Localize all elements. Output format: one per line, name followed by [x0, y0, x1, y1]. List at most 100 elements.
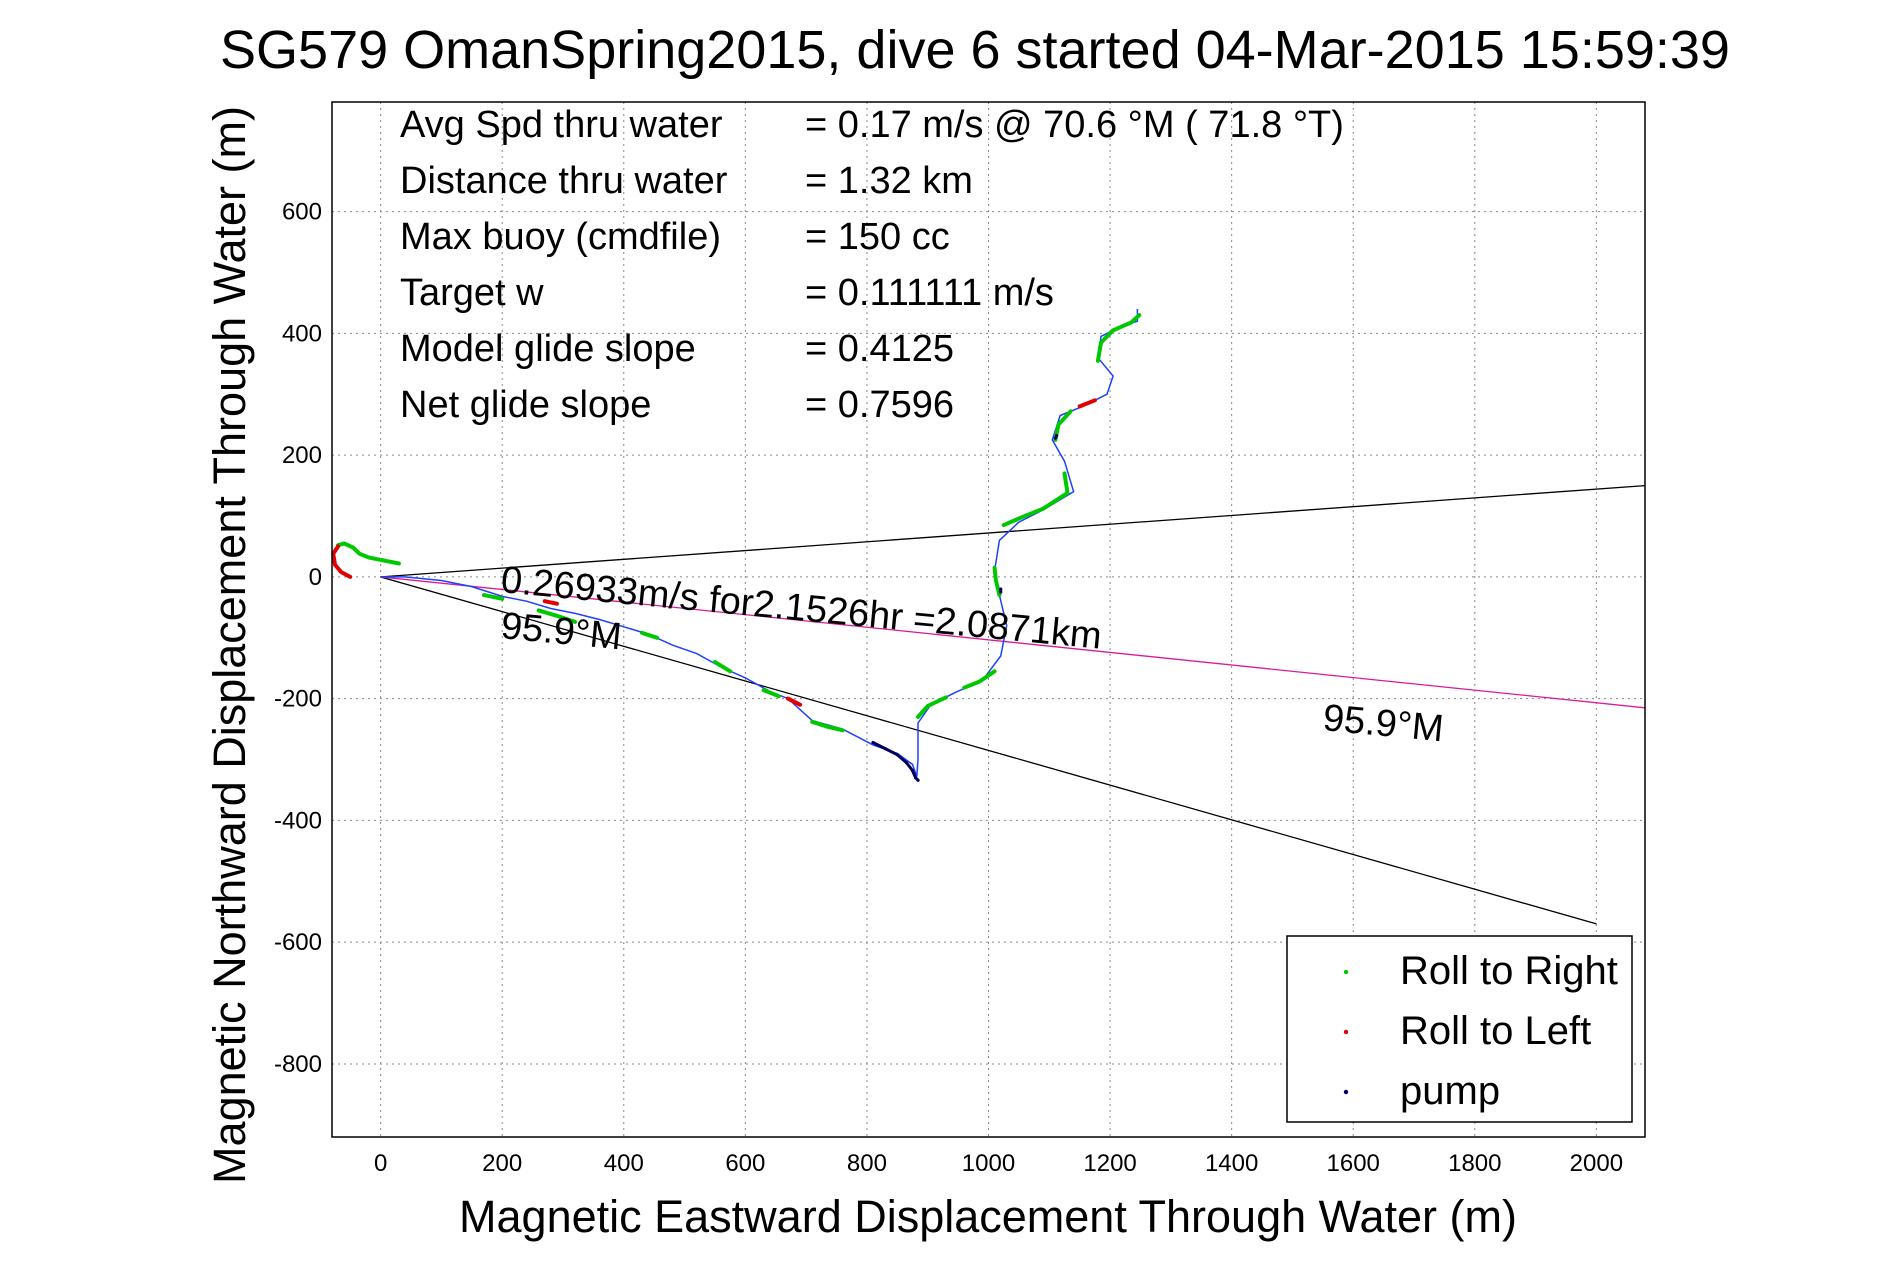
segment-pump [871, 741, 920, 782]
plot-frame [331, 101, 1646, 1138]
segment-roll-to-right [336, 541, 401, 566]
segment-roll-to-left [1077, 398, 1097, 409]
legend-marker-roll-to-left [1343, 1029, 1349, 1035]
segment-roll-to-right [916, 695, 948, 719]
info-label: Avg Spd thru water [400, 104, 723, 146]
reference-lines [380, 484, 1646, 925]
y-tick-label: 0 [309, 564, 322, 591]
segment-roll-to-right [992, 565, 1002, 598]
info-panel: Avg Spd thru water = 0.17 m/s @ 70.6 °M (… [400, 104, 1344, 426]
point-roll-to-left [1093, 398, 1097, 402]
point-roll-to-right [962, 686, 966, 690]
segment-roll-to-right [640, 630, 660, 640]
reference-line-lower_bound [380, 576, 1597, 925]
point-roll-to-right [573, 620, 577, 624]
point-roll-to-right [762, 688, 766, 692]
legend-label-pump: pump [1400, 1069, 1500, 1113]
x-tick-label: 1400 [1205, 1150, 1258, 1177]
point-pump [904, 761, 909, 765]
point-pump [916, 778, 920, 782]
info-value: = 0.4125 [805, 328, 954, 370]
segment-roll-to-left [785, 696, 803, 707]
point-roll-to-right [397, 561, 401, 566]
legend-marker-pump [1343, 1089, 1349, 1095]
point-roll-to-right [1069, 409, 1073, 413]
point-roll-to-left [798, 703, 802, 707]
legend-label-roll-to-right: Roll to Right [1400, 949, 1618, 993]
point-roll-to-right [500, 597, 504, 601]
point-roll-to-right [777, 694, 781, 698]
legend-marker-roll-to-right [1343, 969, 1349, 975]
segment-roll-to-right [1001, 471, 1070, 528]
point-roll-to-right [977, 680, 982, 684]
x-tick-label: 200 [482, 1150, 522, 1177]
point-roll-to-right [713, 660, 717, 664]
reference-line-upper_bound [380, 484, 1646, 578]
info-label: Distance thru water [400, 160, 728, 202]
y-axis-label: Magnetic Northward Displacement Through … [204, 106, 255, 1184]
track [380, 309, 1139, 777]
x-tick-label: 1800 [1448, 1150, 1501, 1177]
point-roll-to-right [366, 555, 371, 560]
y-tick-label: 600 [282, 199, 322, 226]
tick-labels: 0 200 400 600 800 1000 1200 1400 1600 1800 2000-80… [274, 199, 1623, 1177]
point-roll-to-right [640, 631, 644, 635]
point-roll-to-right [357, 552, 361, 556]
legend: Roll to Right Roll to Left pump [1286, 935, 1633, 1123]
segment-roll-to-right [1095, 313, 1142, 363]
point-roll-to-right [342, 541, 346, 546]
y-tick-label: 200 [282, 442, 322, 469]
x-tick-label: 0 [374, 1150, 387, 1177]
point-pump [871, 740, 875, 745]
x-tick-label: 1600 [1327, 1150, 1380, 1177]
point-roll-to-right [1129, 320, 1133, 324]
point-roll-to-right [1062, 471, 1067, 475]
y-tick-label: -800 [274, 1051, 322, 1078]
point-pump [1053, 436, 1057, 440]
point-roll-to-right [728, 669, 732, 673]
point-roll-to-right [1056, 423, 1060, 427]
point-roll-to-right [1096, 359, 1100, 363]
point-roll-to-right [997, 593, 1002, 597]
info-value: = 1.32 km [805, 160, 973, 202]
info-value: = 0.111111 m/s [805, 272, 1054, 314]
point-pump [895, 753, 899, 757]
point-roll-to-left [339, 570, 343, 574]
point-roll-to-right [993, 669, 997, 673]
point-pump [999, 587, 1003, 591]
point-roll-to-left [333, 563, 337, 567]
point-roll-to-right [555, 614, 559, 618]
point-roll-to-right [1041, 507, 1045, 511]
info-label: Model glide slope [400, 328, 696, 370]
x-tick-label: 2000 [1570, 1150, 1623, 1177]
point-roll-to-right [1137, 313, 1141, 317]
point-roll-to-right [351, 546, 355, 550]
x-tick-label: 400 [604, 1150, 644, 1177]
x-tick-label: 1200 [1083, 1150, 1136, 1177]
point-roll-to-right [1065, 491, 1070, 495]
point-roll-to-right [1111, 328, 1115, 332]
point-roll-to-right [916, 715, 920, 719]
segment-roll-to-right [761, 688, 781, 699]
x-tick-label: 600 [725, 1150, 765, 1177]
info-label: Net glide slope [400, 384, 651, 426]
segment-roll-to-left [542, 599, 559, 606]
info-label: Target w [400, 272, 544, 314]
x-tick-label: 1000 [962, 1150, 1015, 1177]
point-roll-to-right [482, 593, 486, 597]
point-roll-to-right [841, 728, 845, 732]
point-pump [999, 590, 1003, 594]
point-roll-to-right [993, 566, 997, 570]
info-value: = 0.17 m/s @ 70.6 °M ( 71.8 °T) [805, 104, 1344, 146]
segment-roll-to-right [713, 660, 733, 674]
point-pump [914, 776, 918, 780]
point-roll-to-right [1099, 340, 1103, 345]
reference-line-current [380, 576, 1646, 709]
point-pump [910, 768, 915, 773]
legend-label-roll-to-left: Roll to Left [1400, 1009, 1591, 1053]
point-roll-to-left [555, 602, 559, 606]
grid [332, 102, 1645, 1137]
point-roll-to-right [1020, 515, 1024, 519]
info-label: Max buoy (cmdfile) [400, 216, 721, 258]
